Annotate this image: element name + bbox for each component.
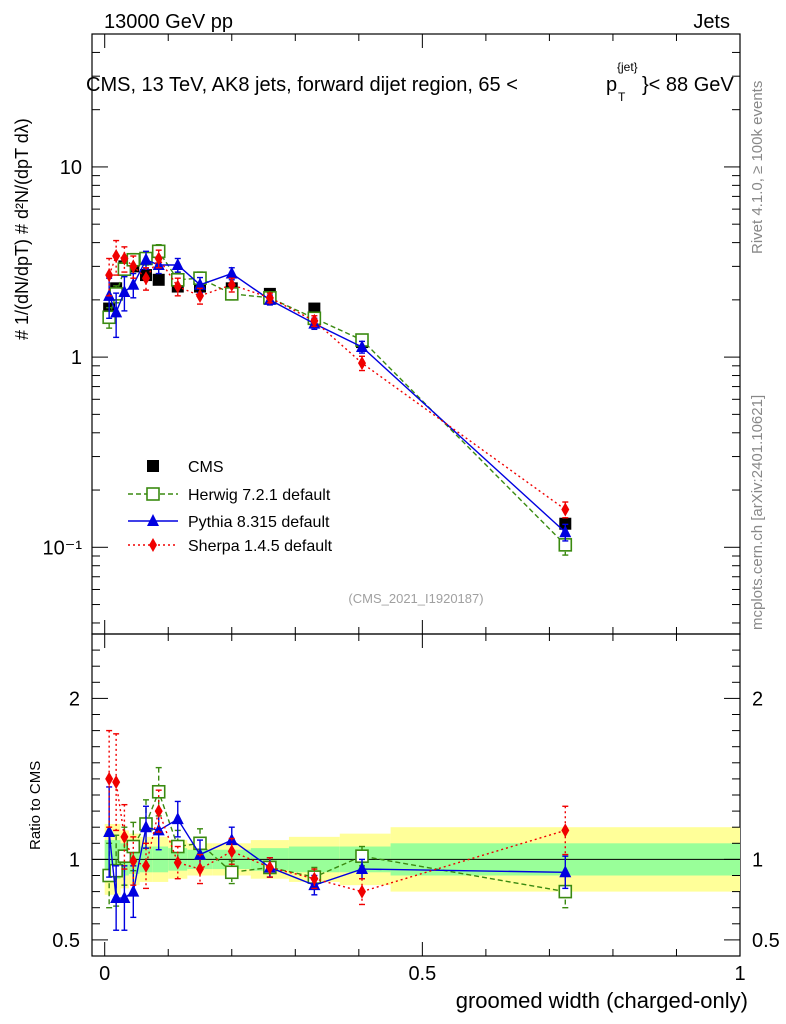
legend-label-cms: CMS: [188, 459, 224, 476]
sherpa-point: [310, 313, 319, 328]
pythia-ratio-point: [118, 891, 131, 904]
pythia-ratio-point: [171, 812, 184, 825]
y-axis-label: # 1/(dN/dpT) # d²N/(dpT dλ): [12, 118, 32, 340]
herwig-ratio-point: [224, 865, 239, 880]
sherpa-ratio-point: [358, 884, 366, 899]
x-tick-0.5: 0.5: [408, 963, 436, 985]
legend-label-pythia: Pythia 8.315 default: [188, 514, 330, 531]
process-label: Jets: [693, 11, 730, 33]
rivet-version-label: Rivet 4.1.0, ≥ 100k events: [749, 81, 766, 254]
title-sup: {jet}: [617, 60, 638, 74]
mcplots-label: mcplots.cern.ch [arXiv:2401.10621]: [749, 395, 766, 630]
x-axis-label: groomed width (charged-only): [456, 988, 748, 1013]
sherpa-ratio-point: [561, 823, 570, 838]
y-tick-0.1: 10⁻¹: [43, 537, 83, 559]
pythia-ratio-point: [194, 847, 206, 860]
pythia-point: [559, 525, 572, 538]
legend-marker-pythia: [147, 514, 159, 526]
sherpa-point: [112, 249, 121, 264]
sherpa-point: [265, 290, 274, 305]
ratio-tick-2-right: 2: [752, 688, 763, 710]
sherpa-point: [154, 251, 163, 266]
sherpa-ratio-point: [112, 775, 121, 790]
pythia-ratio-point: [559, 865, 572, 878]
sherpa-ratio-point: [227, 844, 236, 859]
legend-marker-sherpa: [149, 538, 157, 552]
pythia-ratio-point: [110, 891, 123, 904]
pythia-ratio-point: [140, 820, 152, 833]
energy-label: 13000 GeV pp: [104, 11, 233, 33]
legend-label-sherpa: Sherpa 1.4.5 default: [188, 538, 333, 555]
sherpa-point: [105, 268, 114, 283]
pythia-ratio-point: [103, 825, 116, 838]
ratio-tick-1-right: 1: [752, 849, 763, 871]
ratio-panel-frame: [91, 633, 741, 957]
sherpa-ratio-point: [142, 858, 150, 873]
ratio-series: [102, 729, 573, 931]
sherpa-point: [196, 288, 204, 303]
sherpa-point: [561, 502, 570, 517]
pythia-point: [127, 277, 140, 290]
ratio-tick-0.5-right: 0.5: [752, 930, 780, 952]
legend: [128, 460, 178, 552]
analysis-reference: (CMS_2021_I1920187): [348, 591, 483, 606]
pythia-point: [225, 266, 238, 279]
pythia-line: [108, 258, 566, 533]
sherpa-point: [358, 356, 366, 371]
data-series: [102, 239, 573, 556]
ratio-tick-1: 1: [69, 849, 80, 871]
title-text: CMS, 13 TeV, AK8 jets, forward dijet reg…: [86, 74, 518, 96]
sherpa-ratio-point: [129, 854, 138, 869]
sherpa-ratio-point: [310, 871, 319, 886]
legend-marker-herwig: [146, 487, 160, 501]
sherpa-point: [129, 259, 138, 274]
pythia-point: [140, 252, 152, 265]
sherpa-ratio-point: [265, 860, 274, 875]
sherpa-ratio-point: [105, 771, 114, 786]
title-p: p: [606, 74, 617, 96]
ratio-tick-0.5: 0.5: [52, 930, 80, 952]
pythia-ratio-point: [356, 862, 368, 875]
y-tick-1: 1: [71, 347, 82, 369]
sherpa-ratio-point: [196, 862, 204, 877]
sherpa-ratio-point: [173, 855, 182, 870]
sherpa-ratio-point: [154, 804, 163, 819]
legend-label-herwig: Herwig 7.2.1 default: [188, 487, 331, 504]
legend-marker-cms: [147, 460, 159, 472]
pythia-point: [194, 277, 206, 290]
x-tick-0: 0: [99, 963, 110, 985]
cms-point: [152, 273, 165, 286]
axis-ticks: [92, 33, 741, 956]
title-end: }< 88 GeV: [642, 74, 734, 96]
sherpa-point: [142, 271, 150, 286]
title-sub: T: [618, 90, 626, 104]
sherpa-point: [227, 277, 236, 292]
y-tick-10: 10: [60, 157, 82, 179]
pythia-point: [110, 305, 123, 318]
pythia-point: [171, 258, 184, 271]
ratio-tick-2: 2: [69, 688, 80, 710]
pythia-point: [356, 340, 368, 353]
sherpa-ratio-point: [120, 829, 129, 844]
plot-title: CMS, 13 TeV, AK8 jets, forward dijet reg…: [86, 60, 734, 104]
x-tick-1: 1: [734, 963, 745, 985]
sherpa-point: [173, 279, 182, 294]
ratio-y-label: Ratio to CMS: [27, 761, 44, 850]
pythia-point: [118, 284, 131, 297]
sherpa-point: [120, 251, 129, 266]
pythia-ratio-point: [127, 884, 140, 897]
